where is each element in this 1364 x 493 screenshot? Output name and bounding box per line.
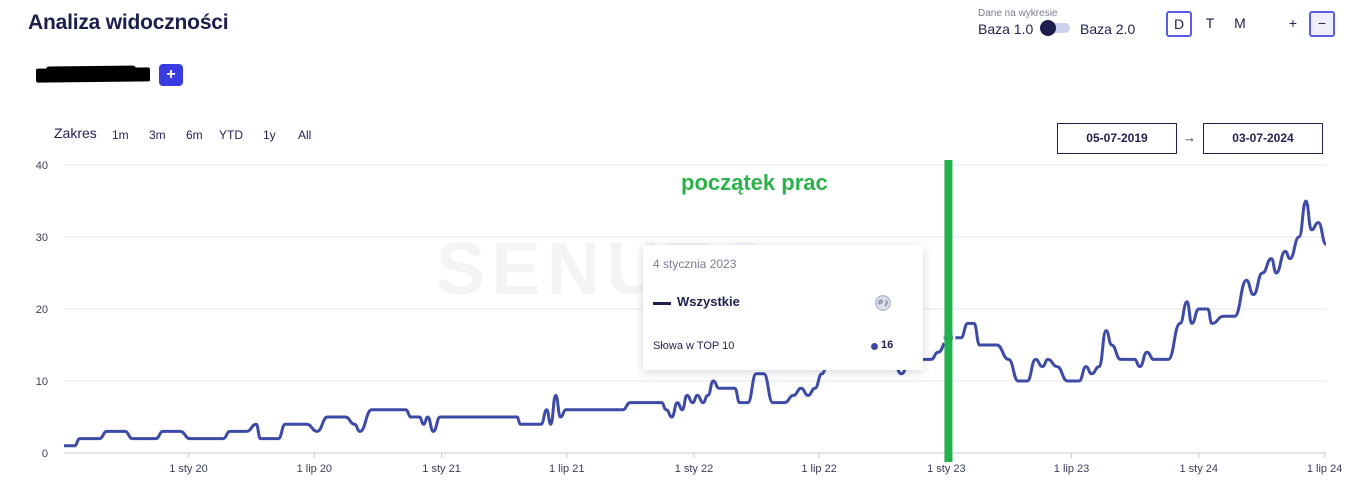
baza-toggle[interactable] <box>1040 20 1070 36</box>
toggle-knob[interactable] <box>1040 20 1056 36</box>
series-line-wszystkie[interactable] <box>64 199 1327 448</box>
tooltip-date: 4 stycznia 2023 <box>653 257 737 271</box>
x-tick-label: 1 sty 21 <box>422 463 461 475</box>
tooltip-series-name: Wszystkie <box>677 294 740 309</box>
y-tick-label: 30 <box>36 232 48 244</box>
tooltip-metric-dot <box>871 343 878 350</box>
date-from-input[interactable]: 05-07-2019 <box>1057 123 1177 154</box>
x-tick-label: 1 lip 24 <box>1307 463 1342 475</box>
start-of-work-annotation: początek prac <box>681 170 828 195</box>
period-week-button[interactable]: T <box>1205 15 1215 31</box>
x-axis-ticks: 1 sty 20 1 lip 20 1 sty 21 1 lip 21 1 sty 22… <box>169 453 1342 475</box>
baza-1-label[interactable]: Baza 1.0 <box>978 21 1034 37</box>
toggle-track <box>1044 23 1070 33</box>
chart-grid <box>64 164 1326 382</box>
range-6m-button[interactable]: 6m <box>186 128 203 142</box>
data-source-caption: Dane na wykresie <box>978 8 1058 19</box>
x-tick-label: 1 sty 23 <box>927 463 966 475</box>
add-domain-button[interactable]: + <box>159 64 183 86</box>
x-tick-label: 1 sty 22 <box>675 463 714 475</box>
period-month-button[interactable]: M <box>1234 15 1246 31</box>
period-day-button[interactable]: D <box>1166 11 1192 37</box>
start-of-work-marker <box>944 160 953 462</box>
x-tick-label: 1 lip 22 <box>801 463 836 475</box>
y-tick-label: 20 <box>36 304 48 316</box>
y-tick-label: 10 <box>36 376 48 388</box>
range-3m-button[interactable]: 3m <box>149 128 166 142</box>
x-tick-label: 1 sty 20 <box>169 463 208 475</box>
y-tick-label: 40 <box>36 160 48 172</box>
date-range-arrow: → <box>1183 130 1196 145</box>
range-label: Zakres <box>54 125 97 141</box>
y-tick-label: 0 <box>42 448 48 460</box>
x-tick-label: 1 sty 24 <box>1179 463 1218 475</box>
zoom-in-button[interactable]: + <box>1288 15 1298 31</box>
x-tick-label: 1 lip 20 <box>297 463 332 475</box>
range-1y-button[interactable]: 1y <box>263 128 276 142</box>
chart-tooltip: 4 stycznia 2023 Wszystkie Słowa w TOP 10… <box>643 245 923 370</box>
range-1m-button[interactable]: 1m <box>112 128 129 142</box>
date-to-input[interactable]: 03-07-2024 <box>1203 123 1323 154</box>
x-tick-label: 1 lip 23 <box>1054 463 1089 475</box>
tooltip-metric-value: 16 <box>881 339 894 351</box>
range-all-button[interactable]: All <box>298 128 312 142</box>
tooltip-metric-label: Słowa w TOP 10 <box>653 340 735 352</box>
tooltip-series-swatch <box>653 302 671 305</box>
globe-icon <box>875 295 891 311</box>
x-tick-label: 1 lip 21 <box>549 463 584 475</box>
page-title: Analiza widoczności <box>28 11 229 34</box>
y-axis-ticks: 0 10 20 30 40 <box>36 160 48 460</box>
zoom-out-button[interactable]: − <box>1309 11 1335 37</box>
baza-2-label[interactable]: Baza 2.0 <box>1080 21 1136 37</box>
range-ytd-button[interactable]: YTD <box>219 128 243 142</box>
